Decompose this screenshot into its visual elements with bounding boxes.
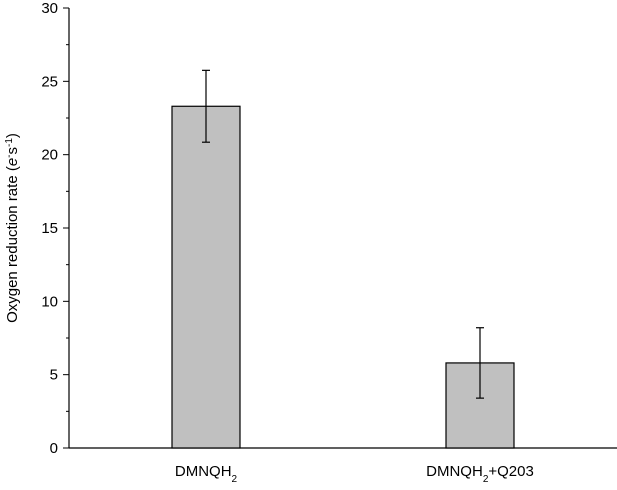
bars bbox=[171, 105, 515, 449]
error-bars bbox=[202, 69, 484, 399]
y-tick-label: 5 bbox=[50, 367, 58, 384]
y-tick-label: 10 bbox=[41, 293, 58, 310]
axes bbox=[68, 8, 617, 449]
bar-1 bbox=[171, 105, 241, 449]
x-category-label-2: DMNQH2+Q203 bbox=[426, 463, 534, 485]
y-tick-label: 30 bbox=[41, 0, 58, 17]
y-axis-label: Oxygen reduction rate (e-s-1) bbox=[4, 133, 22, 323]
y-tick-label: 0 bbox=[50, 440, 58, 457]
y-axis-ticks: 0 5 10 15 20 25 30 bbox=[41, 0, 69, 457]
x-axis-categories: DMNQH2 DMNQH2+Q203 bbox=[175, 463, 534, 485]
x-category-label-1: DMNQH2 bbox=[175, 463, 238, 485]
y-tick-label: 20 bbox=[41, 147, 58, 164]
y-tick-label: 15 bbox=[41, 220, 58, 237]
y-tick-label: 25 bbox=[41, 73, 58, 90]
